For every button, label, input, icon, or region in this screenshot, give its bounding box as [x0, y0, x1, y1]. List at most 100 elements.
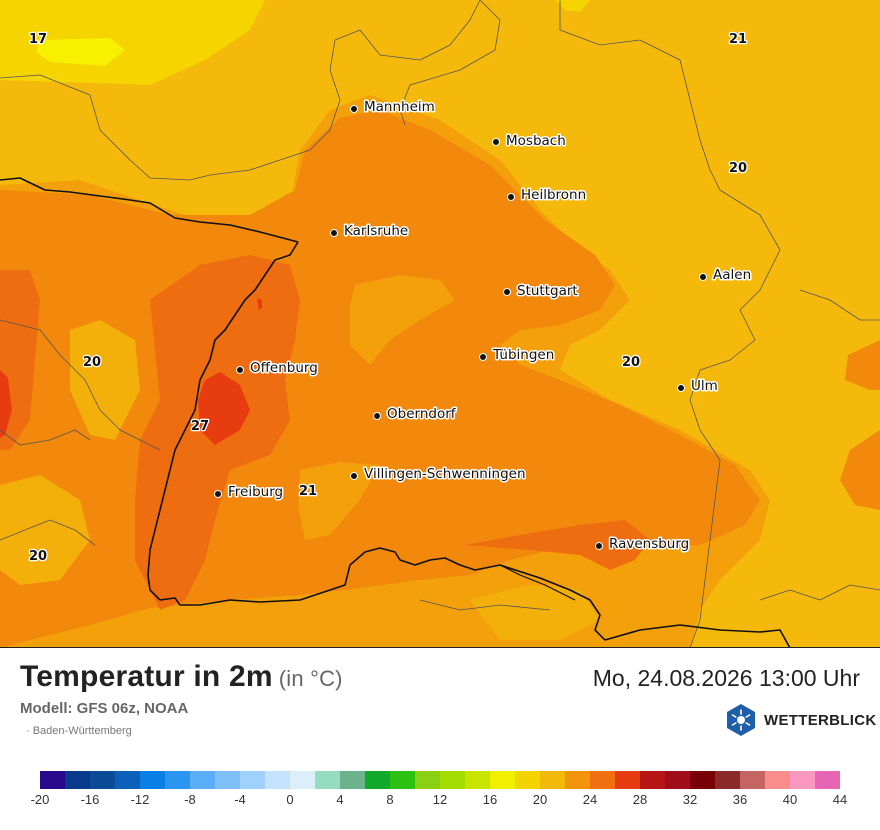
map-title: Temperatur in 2m (in °C) [20, 660, 343, 694]
legend-swatch [490, 771, 515, 789]
legend-swatch [90, 771, 115, 789]
legend-tick-label: 0 [286, 792, 294, 807]
city-oberndorf[interactable]: Oberndorf [373, 405, 458, 424]
legend-swatch [715, 771, 740, 789]
region-label: · Baden-Württemberg [26, 725, 132, 737]
national-borders [0, 177, 791, 648]
temp-field-17-core [36, 38, 125, 66]
iso-label-20: 20 [622, 355, 640, 370]
legend-tick-label: 8 [386, 792, 394, 807]
legend-swatch [740, 771, 765, 789]
city-freiburg[interactable]: Freiburg [214, 483, 285, 502]
temp-field-pocket-south [470, 585, 600, 640]
svg-text:Villingen-Schwenningen: Villingen-Schwenningen [364, 466, 526, 482]
city-mannheim[interactable]: Mannheim [350, 98, 436, 117]
svg-text:Tübingen: Tübingen [492, 347, 554, 363]
temp-field-28-core [198, 372, 250, 445]
legend-tick-label: 20 [532, 792, 548, 807]
iso-label-27: 27 [191, 419, 209, 434]
temp-field-pocket-southwest [0, 475, 90, 585]
temp-field-pocket-west [70, 320, 140, 440]
temp-field-26-ravensburg [465, 520, 650, 570]
legend-swatch [365, 771, 390, 789]
legend-tick-label: -20 [30, 792, 50, 807]
temp-field-pocket-center [350, 275, 455, 365]
legend-swatch [615, 771, 640, 789]
legend-swatch [790, 771, 815, 789]
city-heilbronn[interactable]: Heilbronn [507, 186, 588, 205]
legend-swatch [415, 771, 440, 789]
legend-swatch [390, 771, 415, 789]
svg-text:Stuttgart: Stuttgart [517, 283, 578, 299]
brand-name: WETTERBLICK [764, 711, 877, 729]
color-scale-legend [40, 771, 840, 789]
legend-swatch [565, 771, 590, 789]
title-unit: (in °C) [278, 666, 343, 691]
svg-text:Ulm: Ulm [691, 378, 718, 394]
legend-tick-label: 24 [582, 792, 598, 807]
legend-tick-label: -12 [130, 792, 150, 807]
temp-field-26-east2 [840, 430, 880, 510]
temp-field-north-cool [555, 0, 590, 12]
city-tuebingen[interactable]: Tübingen [479, 346, 556, 365]
legend-swatch [115, 771, 140, 789]
city-stuttgart[interactable]: Stuttgart [503, 282, 579, 301]
legend-swatch [40, 771, 65, 789]
svg-text:Mannheim: Mannheim [364, 99, 435, 115]
svg-text:Aalen: Aalen [713, 267, 751, 283]
legend-swatch [515, 771, 540, 789]
legend-swatch [465, 771, 490, 789]
legend-tick-label: -16 [80, 792, 100, 807]
legend-swatch [65, 771, 90, 789]
legend-swatch [190, 771, 215, 789]
temp-field-pocket-schwarzwald [298, 462, 380, 540]
svg-text:Ravensburg: Ravensburg [609, 536, 689, 552]
legend-swatch [640, 771, 665, 789]
legend-tick-label: -8 [184, 792, 196, 807]
legend-swatch [665, 771, 690, 789]
city-karlsruhe[interactable]: Karlsruhe [330, 222, 410, 241]
legend-tick-label: 40 [782, 792, 798, 807]
svg-text:Oberndorf: Oberndorf [387, 406, 457, 422]
legend-tick-label: 28 [632, 792, 648, 807]
iso-label-20: 20 [29, 549, 47, 564]
legend-tick-label: 44 [832, 792, 848, 807]
legend-swatch [540, 771, 565, 789]
temp-field-north-west [0, 0, 265, 85]
legend-swatch [290, 771, 315, 789]
legend-tick-label: 16 [482, 792, 498, 807]
legend-tick-label: 4 [336, 792, 344, 807]
sun-snowflake-hexagon-icon [727, 704, 755, 736]
city-mosbach[interactable]: Mosbach [492, 132, 567, 151]
legend-tick-label: 36 [732, 792, 748, 807]
svg-text:Freiburg: Freiburg [228, 484, 283, 500]
temp-field-28-west [0, 370, 12, 438]
city-aalen[interactable]: Aalen [699, 266, 753, 285]
city-offenburg[interactable]: Offenburg [236, 359, 319, 378]
isotherm-labels: 17 21 20 20 20 27 21 20 [28, 31, 749, 566]
iso-label-20: 20 [83, 355, 101, 370]
city-villingen-schwenningen[interactable]: Villingen-Schwenningen [350, 465, 527, 484]
legend-tick-label: 32 [682, 792, 698, 807]
city-ravensburg[interactable]: Ravensburg [595, 535, 691, 554]
legend-swatch [265, 771, 290, 789]
svg-text:Offenburg: Offenburg [250, 360, 318, 376]
legend-swatch [340, 771, 365, 789]
legend-swatch [140, 771, 165, 789]
legend-tick-label: 12 [432, 792, 448, 807]
temperature-map: Mannheim Mosbach Heilbronn Karlsruhe Aal… [0, 0, 880, 648]
brand-logo[interactable]: WETTERBLICK [724, 703, 876, 737]
iso-label-21: 21 [299, 484, 317, 499]
model-info: Modell: GFS 06z, NOAA [20, 700, 189, 717]
legend-swatch [815, 771, 840, 789]
legend-tick-label: -4 [234, 792, 246, 807]
temp-field-26-east [845, 340, 880, 390]
color-scale-ticks: -20 -16 -12 -8 -4 0 4 8 12 16 20 24 28 32 36 40 44 [0, 792, 880, 808]
svg-text:Heilbronn: Heilbronn [521, 187, 586, 203]
legend-swatch [165, 771, 190, 789]
city-ulm[interactable]: Ulm [677, 377, 719, 396]
legend-swatch [765, 771, 790, 789]
legend-swatch [215, 771, 240, 789]
svg-text:Mosbach: Mosbach [506, 133, 566, 149]
legend-swatch [690, 771, 715, 789]
